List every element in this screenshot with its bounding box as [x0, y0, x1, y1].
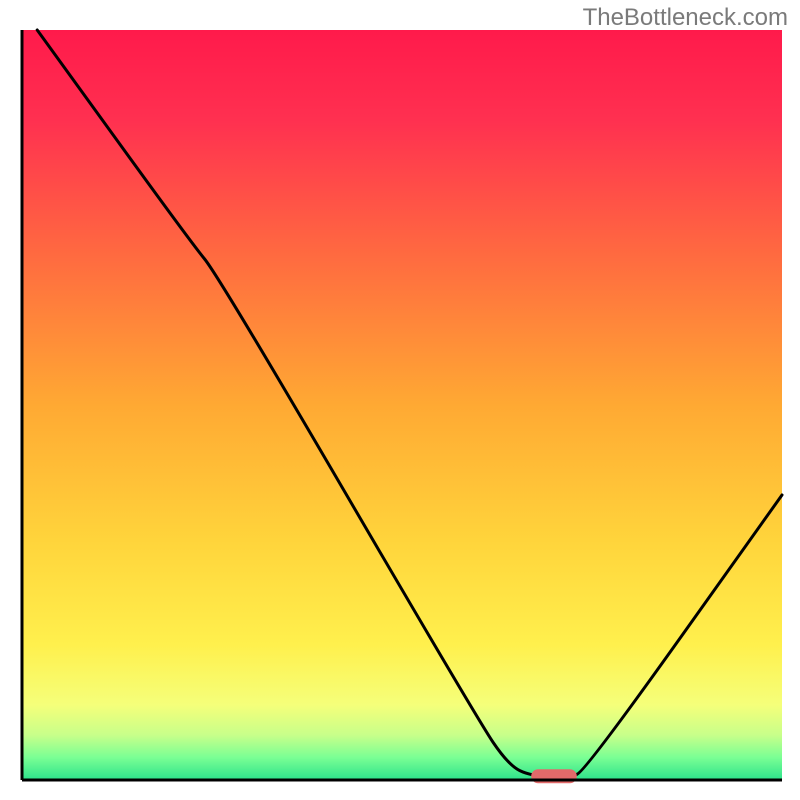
gradient-background: [22, 30, 782, 780]
bottleneck-chart: [0, 0, 800, 800]
chart-container: TheBottleneck.com: [0, 0, 800, 800]
watermark-text: TheBottleneck.com: [583, 4, 788, 32]
